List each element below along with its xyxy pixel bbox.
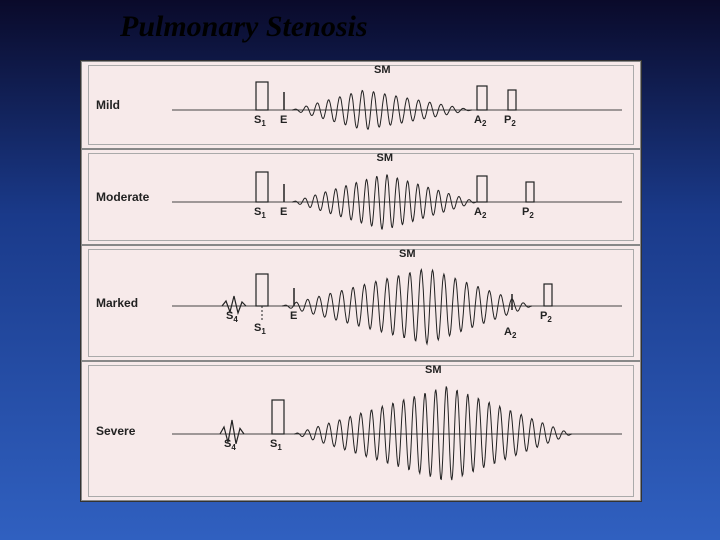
label-p2: P2 <box>522 206 534 220</box>
label-s1: S1 <box>254 114 266 128</box>
phono-trace <box>82 362 642 502</box>
label-sm: SM <box>399 248 416 260</box>
label-a2: A2 <box>504 326 516 340</box>
label-s1: S1 <box>254 206 266 220</box>
label-sm: SM <box>425 364 442 376</box>
severity-row-marked: MarkedSMS1EA2P2S4 <box>81 245 641 361</box>
label-s4: S4 <box>226 310 238 324</box>
phono-trace <box>82 150 642 246</box>
label-a2: A2 <box>474 114 486 128</box>
label-sm: SM <box>374 64 391 76</box>
phonocardiogram-panel: MildSMS1EA2P2ModerateSMS1EA2P2MarkedSMS1… <box>80 60 642 502</box>
label-s1: S1 <box>254 322 266 336</box>
label-e: E <box>280 206 287 218</box>
phono-trace <box>82 246 642 362</box>
severity-row-moderate: ModerateSMS1EA2P2 <box>81 149 641 245</box>
label-a2: A2 <box>474 206 486 220</box>
label-s4: S4 <box>224 438 236 452</box>
label-e: E <box>280 114 287 126</box>
label-sm: SM <box>377 152 394 164</box>
phono-trace <box>82 62 642 150</box>
label-e: E <box>290 310 297 322</box>
label-s1: S1 <box>270 438 282 452</box>
label-p2: P2 <box>504 114 516 128</box>
severity-row-severe: SevereSMS1S4 <box>81 361 641 501</box>
label-p2: P2 <box>540 310 552 324</box>
severity-row-mild: MildSMS1EA2P2 <box>81 61 641 149</box>
page-title: Pulmonary Stenosis <box>120 10 368 44</box>
